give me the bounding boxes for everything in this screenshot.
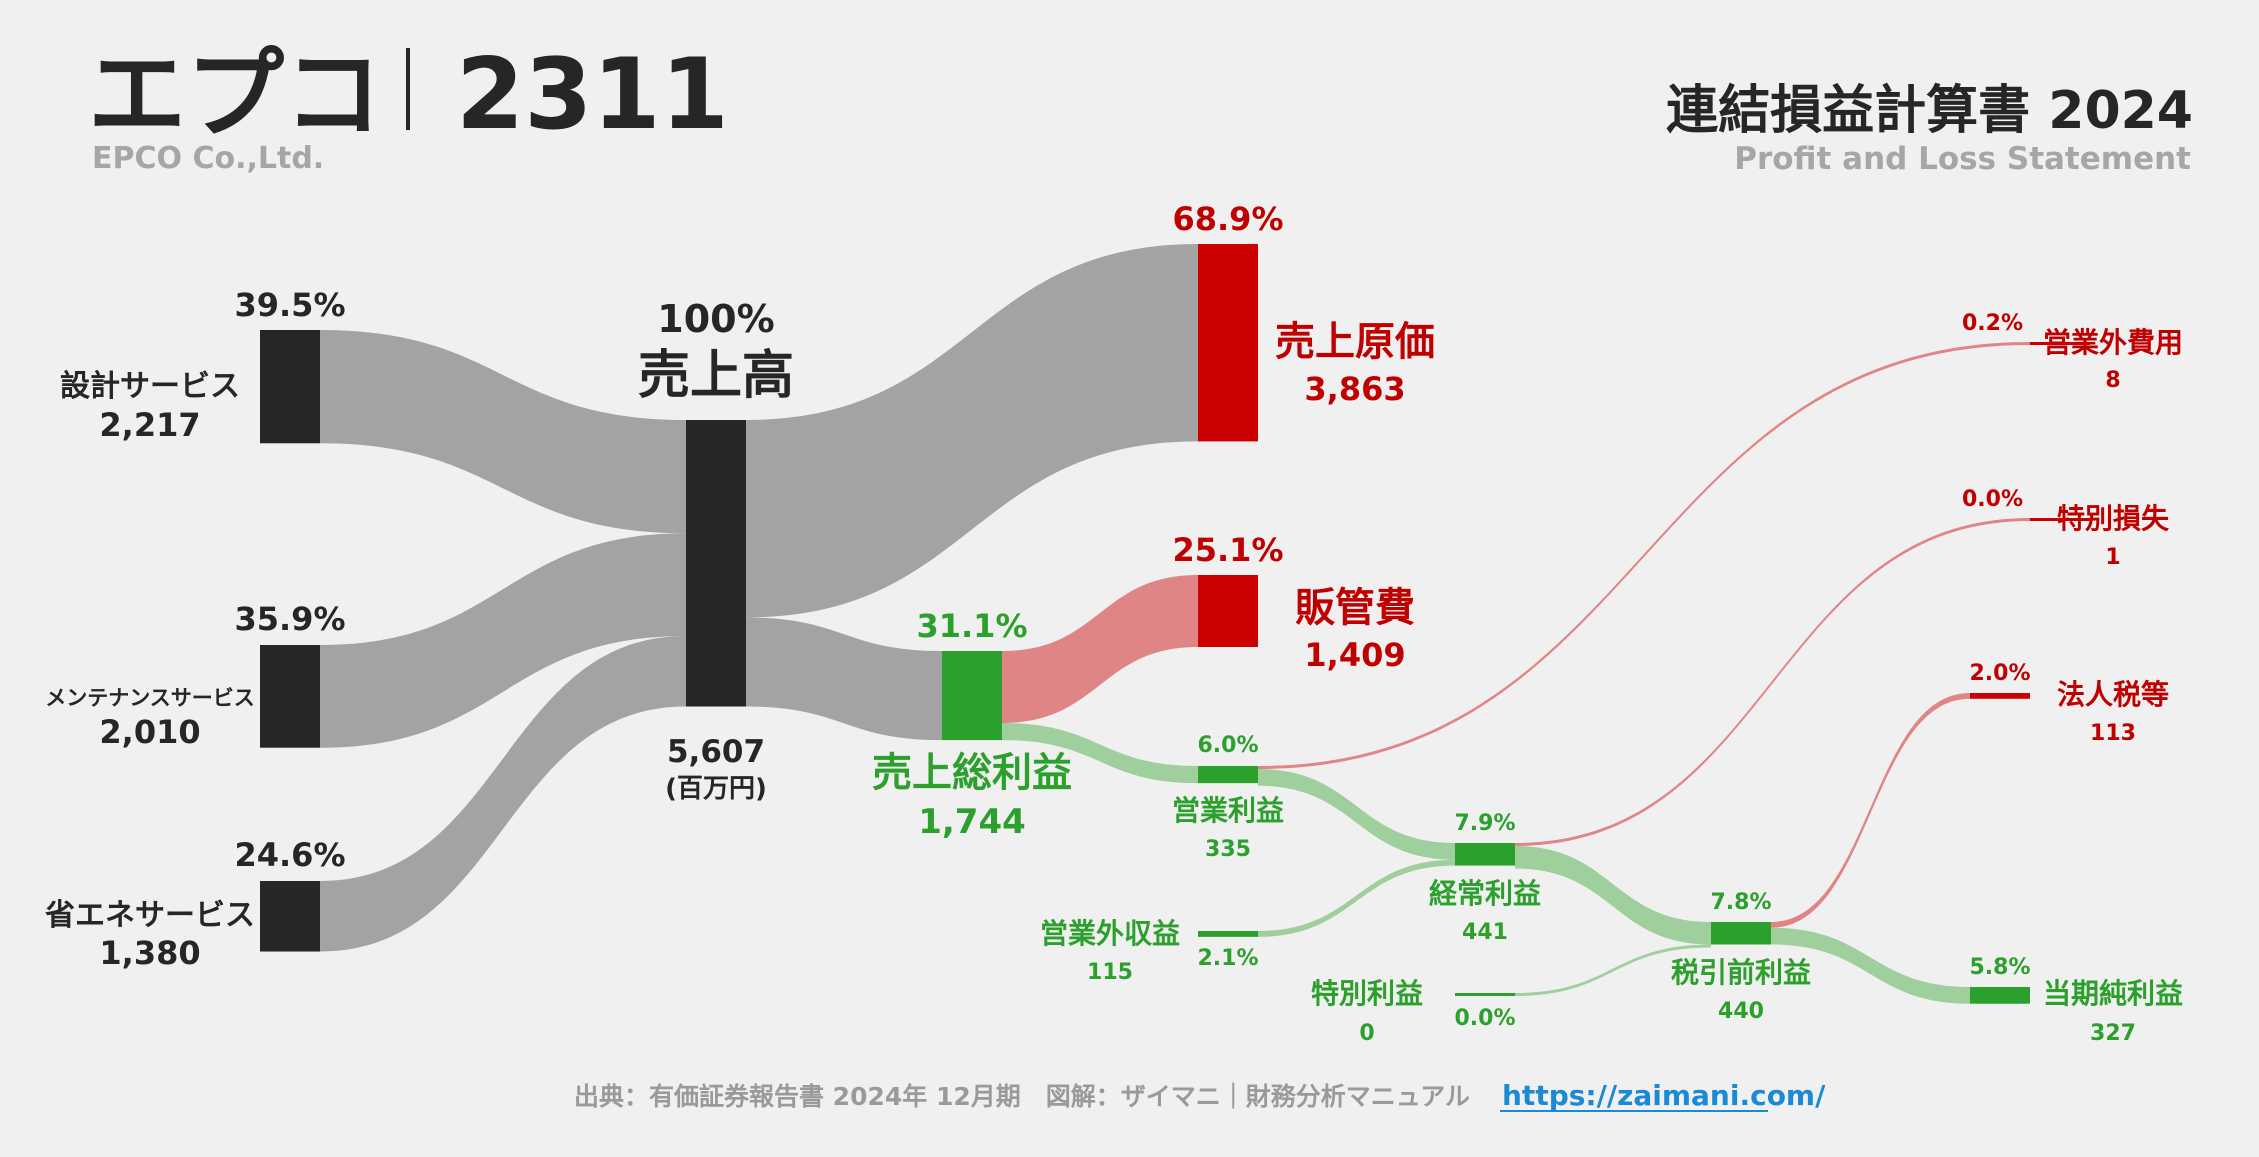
cogs-name-label: 売上原価 [1275,319,1435,365]
cogs-pct-label: 68.9% [1172,200,1283,238]
node-net [1970,987,2030,1004]
flow-pretax-to-net [1771,927,1970,1004]
maint-pct-label: 35.9% [234,600,345,638]
flow-ext_gain-to-pretax [1515,944,1711,996]
flow-revenue-to-gross [746,617,942,741]
design-pct-label: 39.5% [234,286,345,324]
sga-name-label: 販管費 [1295,585,1415,631]
net-value-label: 327 [2090,1021,2136,1046]
ext_loss-name-label: 特別損失 [2057,502,2170,535]
node-ext_gain [1455,993,1515,996]
nonop_inc-value-label: 115 [1087,960,1133,985]
node-design [260,330,320,444]
node-sga [1198,575,1258,647]
flow-op-to-nonop_exp [1258,342,2030,769]
company-name: エプコ [88,38,382,152]
source-credit: 出典：有価証券報告書 2024年 12月期 図解：ザイマニ｜財務分析マニュアル [574,1082,1470,1111]
flow-layer [320,244,2030,1004]
net-name-label: 当期純利益 [2043,977,2183,1010]
flow-maint-to-revenue [320,533,686,748]
revenue-pct-label: 100% [657,297,774,341]
flow-op-to-ord [1258,769,1455,860]
pretax-pct-label: 7.8% [1710,890,1771,915]
flow-gross-to-op [1002,722,1198,784]
cogs-value-label: 3,863 [1304,370,1405,408]
node-ord [1455,843,1515,866]
net-pct-label: 5.8% [1969,955,2030,980]
maint-name-label: メンテナンスサービス [45,686,255,710]
nonop_inc-pct-label: 2.1% [1197,946,1258,971]
nonop_exp-name-label: 営業外費用 [2043,326,2183,359]
gross-value-label: 1,744 [918,802,1026,842]
flow-gross-to-sga [1002,575,1198,723]
node-nonop_inc [1198,931,1258,937]
node-ext_loss [2030,518,2090,521]
sga-value-label: 1,409 [1304,636,1405,674]
flow-revenue-to-cogs [746,244,1198,618]
gross-name-label: 売上総利益 [872,750,1072,796]
sga-pct-label: 25.1% [1172,531,1283,569]
pretax-value-label: 440 [1718,999,1764,1024]
op-value-label: 335 [1205,837,1251,862]
tax-pct-label: 2.0% [1969,661,2030,686]
node-op [1198,766,1258,784]
ord-pct-label: 7.9% [1454,811,1515,836]
node-energy [260,881,320,952]
site-link-underline [1500,1110,1768,1112]
ext_loss-pct-label: 0.0% [1962,487,2023,512]
ext_gain-name-label: 特別利益 [1311,977,1423,1010]
ext_gain-pct-label: 0.0% [1454,1006,1515,1031]
design-value-label: 2,217 [99,406,200,444]
gross-pct-label: 31.1% [916,607,1027,645]
node-maint [260,645,320,748]
tax-name-label: 法人税等 [2057,678,2169,711]
node-cogs [1198,244,1258,442]
flow-design-to-revenue [320,330,686,534]
op-pct-label: 6.0% [1197,733,1258,758]
energy-name-label: 省エネサービス [45,898,255,933]
flow-energy-to-revenue [320,635,686,952]
footer: 出典：有価証券報告書 2024年 12月期 図解：ザイマニ｜財務分析マニュアル … [574,1079,1826,1112]
ord-name-label: 経常利益 [1429,877,1541,910]
unit-label: (百万円) [665,774,767,804]
title-separator-bar [406,48,410,130]
site-link[interactable]: https://zaimani.com/ [1502,1079,1826,1112]
flow-ord-to-ext_loss [1515,518,2030,846]
header: エプコ 2311 EPCO Co.,Ltd. 連結損益計算書 2024 Prof… [88,38,2193,177]
op-name-label: 営業利益 [1172,794,1284,827]
node-nonop_exp [2030,342,2090,345]
maint-value-label: 2,010 [99,713,200,751]
energy-pct-label: 24.6% [234,836,345,874]
flow-pretax-to-tax [1771,693,1970,928]
design-name-label: 設計サービス [60,369,240,404]
node-tax [1970,693,2030,699]
node-revenue [686,420,746,707]
statement-subtitle: Profit and Loss Statement [1734,141,2191,177]
nonop_exp-pct-label: 0.2% [1962,311,2023,336]
node-layer [260,244,2090,1004]
ord-value-label: 441 [1462,920,1508,945]
revenue-name-label: 売上高 [638,346,794,406]
energy-value-label: 1,380 [99,934,200,972]
node-gross [942,651,1002,741]
ext_loss-value-label: 1 [2105,545,2120,570]
ticker-code: 2311 [456,38,729,152]
flow-ord-to-pretax [1515,846,1711,945]
pretax-name-label: 税引前利益 [1671,956,1811,989]
flow-nonop_inc-to-ord [1258,859,1455,937]
nonop_exp-value-label: 8 [2105,368,2120,393]
ext_gain-value-label: 0 [1359,1021,1374,1046]
revenue-value-label: 5,607 [667,734,765,770]
statement-title: 連結損益計算書 2024 [1666,81,2193,141]
nonop_inc-name-label: 営業外収益 [1040,917,1180,950]
company-name-en: EPCO Co.,Ltd. [92,141,324,176]
node-pretax [1711,922,1771,945]
tax-value-label: 113 [2090,721,2136,746]
